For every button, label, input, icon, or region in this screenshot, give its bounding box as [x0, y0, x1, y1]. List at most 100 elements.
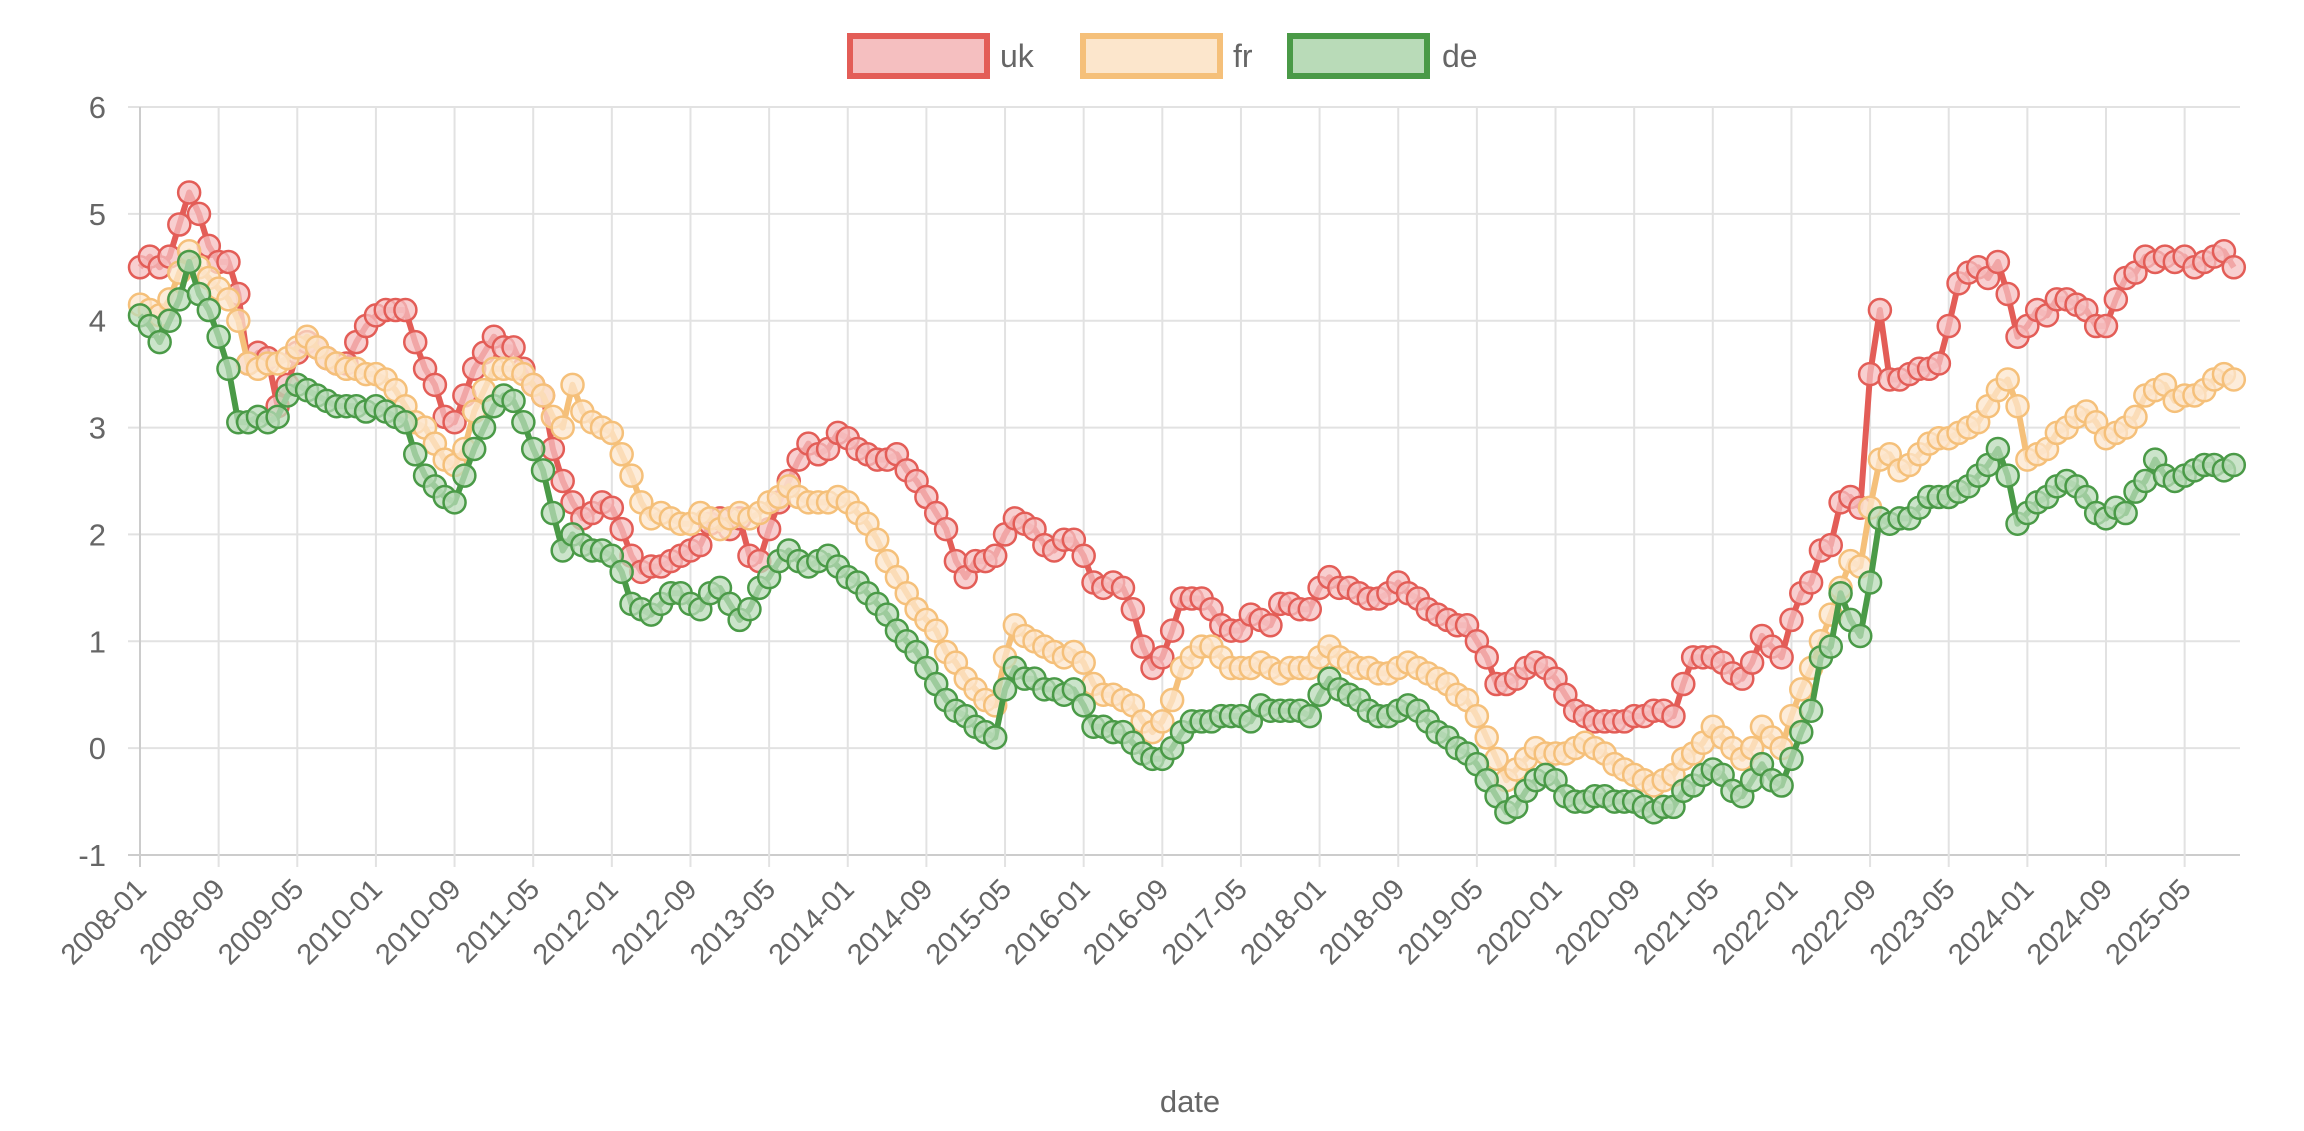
data-point-de: [442, 490, 467, 515]
data-point-uk: [609, 516, 634, 542]
data-point-uk: [2103, 287, 2129, 312]
x-tick-label: 2010-09: [370, 873, 468, 971]
x-tick-label: 2014-01: [763, 873, 861, 971]
data-point-uk: [1926, 351, 1952, 376]
grid: [128, 106, 2240, 867]
data-point-de: [1995, 463, 2020, 488]
data-point-de: [471, 415, 497, 440]
series-de: [127, 249, 2247, 825]
data-point-uk: [1995, 281, 2020, 307]
data-point-fr: [923, 618, 949, 643]
x-tick-label: 2013-05: [684, 873, 782, 971]
data-point-uk: [167, 212, 192, 237]
data-point-uk: [688, 532, 713, 558]
data-point-de: [982, 725, 1008, 750]
data-point-uk: [176, 180, 202, 205]
series-fr: [127, 239, 2247, 798]
x-tick-label: 2012-09: [606, 873, 704, 971]
x-tick-label: 2015-05: [920, 873, 1018, 971]
x-tick-label: 2014-09: [841, 873, 939, 971]
data-point-uk: [1661, 703, 1686, 729]
data-point-uk: [1150, 645, 1175, 670]
x-tick-label: 2022-01: [1706, 873, 1804, 971]
legend-label-uk: uk: [1000, 38, 1035, 74]
x-tick-label: 2011-05: [450, 873, 546, 969]
x-tick-label: 2016-01: [999, 873, 1097, 971]
data-point-fr: [2005, 393, 2030, 419]
x-axis-label: date: [1160, 1084, 1220, 1119]
data-point-uk: [982, 543, 1008, 569]
data-point-de: [540, 500, 566, 526]
data-point-fr: [2123, 404, 2148, 430]
data-point-uk: [1258, 613, 1283, 638]
data-point-uk: [1474, 645, 1499, 670]
data-point-de: [1985, 436, 2011, 462]
data-point-fr: [865, 527, 890, 553]
data-point-de: [992, 677, 1018, 702]
x-tick-label: 2022-09: [1785, 873, 1883, 971]
data-point-de: [216, 356, 241, 382]
legend-label-fr: fr: [1233, 38, 1253, 74]
data-point-fr: [1464, 703, 1490, 729]
data-point-uk: [216, 249, 241, 275]
data-point-fr: [619, 463, 644, 488]
data-point-fr: [1159, 687, 1185, 713]
x-tick-label: 2023-05: [1864, 873, 1962, 971]
data-point-uk: [1671, 671, 1696, 697]
x-axis: 2008-012008-092009-052010-012010-092011-…: [55, 873, 2198, 971]
x-tick-label: 2019-05: [1392, 873, 1490, 971]
y-tick-label: 1: [89, 624, 106, 659]
legend-swatch-uk: [847, 33, 990, 79]
y-tick-label: 2: [89, 517, 106, 552]
data-point-de: [1297, 703, 1323, 729]
data-point-de: [461, 436, 487, 462]
data-point-fr: [2221, 367, 2247, 392]
legend-swatch-de: [1287, 33, 1430, 79]
x-tick-label: 2009-05: [212, 873, 310, 971]
legend-item-uk[interactable]: uk: [847, 33, 1035, 79]
data-point-de: [393, 409, 418, 435]
data-point-de: [1857, 570, 1883, 595]
data-point-uk: [186, 201, 212, 227]
y-tick-label: 0: [89, 731, 106, 766]
data-point-uk: [933, 516, 959, 542]
x-tick-label: 2008-09: [134, 873, 232, 971]
x-tick-label: 2012-01: [527, 873, 625, 971]
legend-label-de: de: [1442, 38, 1478, 74]
data-point-de: [265, 404, 290, 430]
x-tick-label: 2008-01: [55, 873, 153, 971]
data-point-uk: [1936, 313, 1961, 339]
data-point-de: [1769, 773, 1794, 798]
data-point-fr: [599, 420, 625, 446]
data-point-uk: [1071, 543, 1096, 569]
data-point-fr: [550, 415, 575, 440]
x-tick-label: 2024-01: [1942, 873, 2040, 971]
x-tick-label: 2020-09: [1549, 873, 1647, 971]
x-tick-label: 2021-05: [1628, 873, 1726, 971]
data-point-uk: [1985, 249, 2011, 275]
data-point-uk: [422, 372, 448, 398]
data-point-de: [157, 308, 182, 333]
data-point-fr: [1071, 650, 1096, 675]
data-point-uk: [1779, 607, 1804, 633]
legend-swatch-fr: [1080, 33, 1223, 79]
legend-item-fr[interactable]: fr: [1080, 33, 1253, 79]
data-point-fr: [226, 308, 251, 333]
legend-item-de[interactable]: de: [1287, 33, 1478, 79]
data-point-de: [196, 297, 222, 323]
data-point-uk: [442, 409, 467, 435]
data-point-fr: [1995, 367, 2020, 392]
data-point-de: [1828, 580, 1853, 606]
y-tick-label: 4: [89, 304, 106, 339]
data-point-uk: [1867, 297, 1893, 323]
legend: uk fr de: [847, 33, 1478, 79]
data-point-fr: [560, 372, 585, 398]
data-point-uk: [1798, 570, 1824, 595]
data-point-de: [1818, 634, 1844, 659]
data-point-uk: [1159, 618, 1185, 643]
data-point-uk: [1739, 650, 1765, 675]
x-tick-label: 2024-09: [2021, 873, 2119, 971]
data-point-de: [501, 388, 526, 414]
data-point-uk: [1110, 575, 1136, 601]
